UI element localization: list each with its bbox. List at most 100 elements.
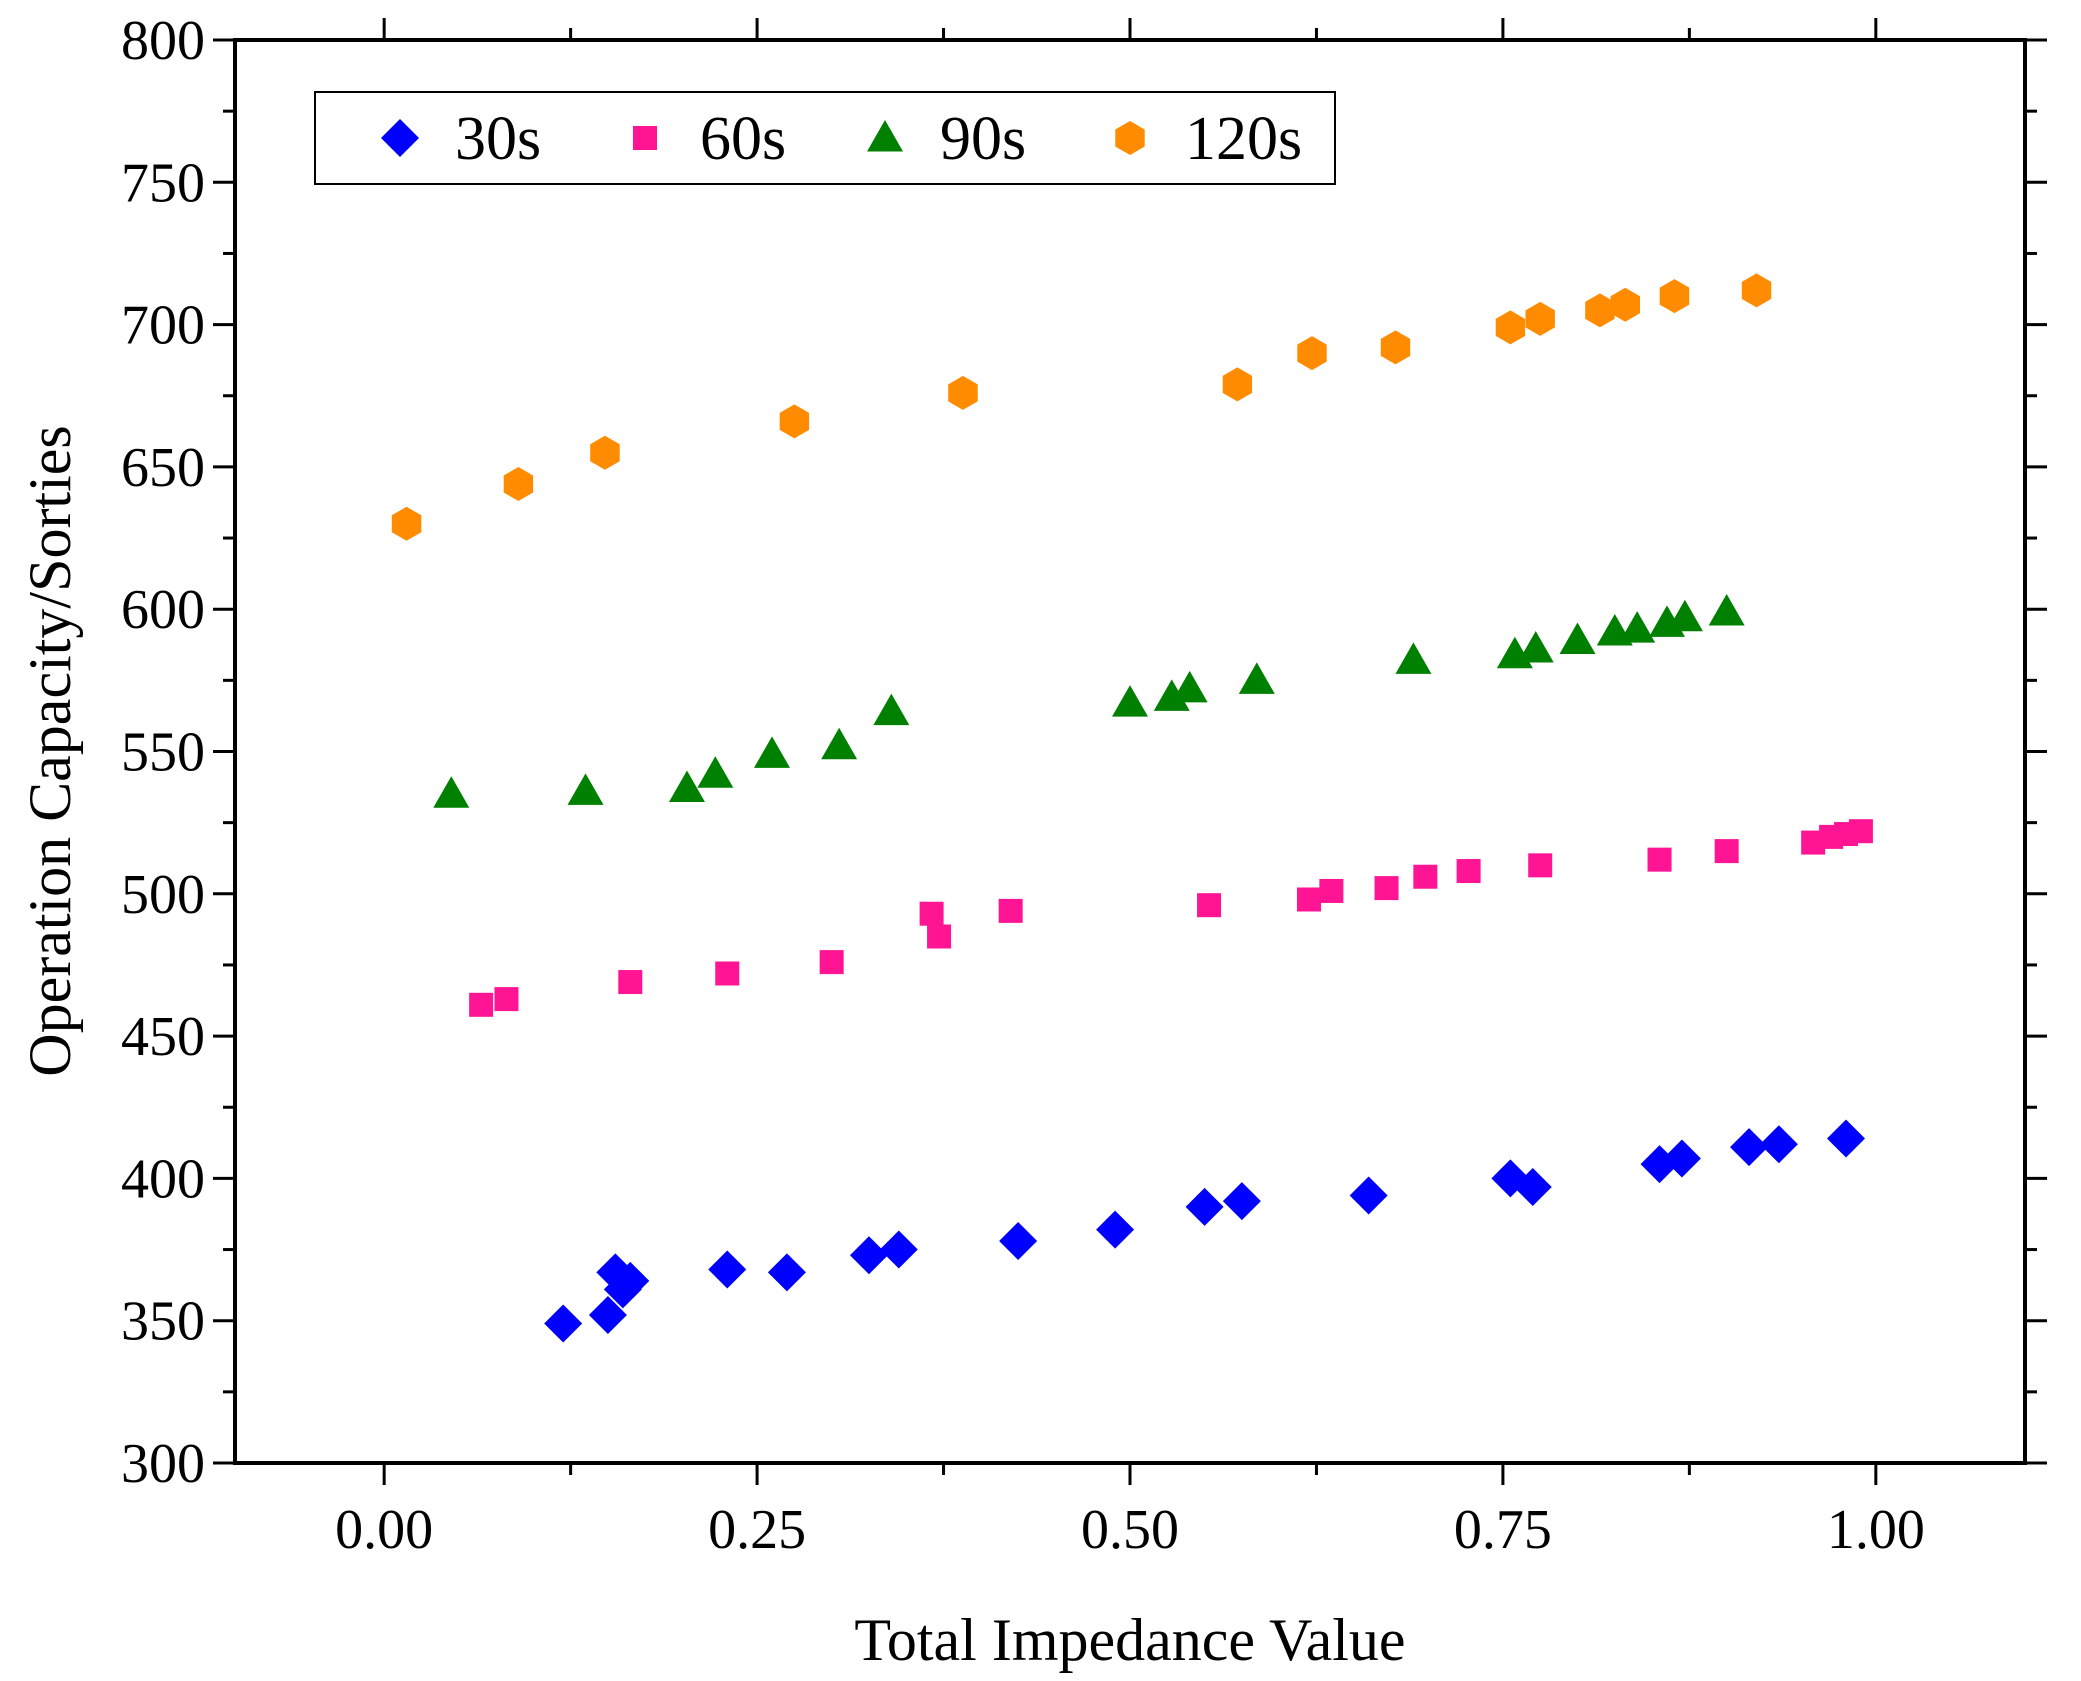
data-point-90s bbox=[1395, 642, 1432, 674]
legend-marker-60s bbox=[633, 126, 657, 150]
data-point-60s bbox=[1374, 876, 1399, 901]
data-point-120s bbox=[1495, 310, 1526, 345]
x-tick-label: 0.00 bbox=[335, 1499, 433, 1561]
data-point-30s bbox=[767, 1253, 806, 1292]
x-tick-label: 0.25 bbox=[708, 1499, 806, 1561]
data-point-120s bbox=[503, 467, 534, 501]
y-axis-title: Operation Capacity/Sorties bbox=[17, 425, 83, 1077]
y-tick-label: 350 bbox=[121, 1291, 205, 1353]
data-point-30s bbox=[879, 1230, 918, 1269]
legend-marker-30s bbox=[381, 119, 419, 157]
legend-marker-120s bbox=[1115, 121, 1145, 155]
data-point-90s bbox=[1238, 662, 1275, 694]
y-tick-label: 750 bbox=[121, 152, 205, 214]
data-point-120s bbox=[1610, 287, 1640, 322]
data-point-30s bbox=[611, 1261, 650, 1300]
data-point-90s bbox=[1619, 611, 1656, 643]
y-tick-label: 700 bbox=[121, 295, 205, 357]
x-tick-label: 0.75 bbox=[1454, 1499, 1552, 1561]
data-point-60s bbox=[919, 901, 944, 926]
series-60s bbox=[469, 819, 1873, 1017]
x-tick-label: 1.00 bbox=[1827, 1499, 1925, 1561]
data-point-30s bbox=[849, 1236, 888, 1275]
data-point-120s bbox=[590, 435, 620, 470]
data-point-120s bbox=[1525, 301, 1555, 336]
y-tick-label: 650 bbox=[121, 437, 205, 499]
data-point-120s bbox=[1380, 330, 1411, 365]
legend-label-90s: 90s bbox=[940, 105, 1026, 173]
x-axis-title: Total Impedance Value bbox=[854, 1607, 1405, 1673]
data-point-90s bbox=[1171, 670, 1208, 703]
data-points bbox=[391, 273, 1873, 1343]
series-30s bbox=[544, 1119, 1865, 1343]
legend-label-120s: 120s bbox=[1185, 105, 1302, 173]
data-point-120s bbox=[948, 375, 978, 410]
y-tick-label: 500 bbox=[121, 864, 205, 926]
data-point-60s bbox=[1456, 859, 1481, 884]
data-point-60s bbox=[927, 924, 952, 949]
data-point-30s bbox=[1185, 1187, 1224, 1226]
data-point-60s bbox=[1197, 893, 1222, 918]
legend-label-60s: 60s bbox=[700, 105, 786, 173]
data-point-30s bbox=[544, 1304, 583, 1343]
data-point-30s bbox=[1827, 1119, 1865, 1158]
data-point-120s bbox=[779, 404, 810, 439]
data-point-90s bbox=[1559, 622, 1596, 655]
data-point-120s bbox=[1222, 367, 1253, 402]
data-point-60s bbox=[1647, 847, 1672, 872]
data-point-120s bbox=[391, 506, 422, 541]
y-tick-label: 450 bbox=[121, 1006, 205, 1068]
data-point-90s bbox=[1517, 631, 1554, 663]
data-point-60s bbox=[819, 950, 844, 975]
x-tick-label: 0.50 bbox=[1081, 1499, 1179, 1561]
y-tick-label: 550 bbox=[121, 722, 205, 784]
data-point-60s bbox=[1528, 853, 1553, 878]
data-point-60s bbox=[1297, 887, 1321, 912]
data-point-60s bbox=[998, 898, 1023, 923]
data-point-30s bbox=[1096, 1210, 1135, 1249]
data-point-90s bbox=[1708, 594, 1745, 626]
data-point-120s bbox=[1741, 273, 1772, 308]
data-point-30s bbox=[1222, 1182, 1261, 1221]
data-point-30s bbox=[1349, 1176, 1388, 1215]
data-point-90s bbox=[1666, 599, 1703, 632]
data-point-90s bbox=[697, 756, 734, 788]
data-point-60s bbox=[1848, 819, 1873, 844]
legend-marker-90s bbox=[867, 120, 903, 152]
data-point-30s bbox=[588, 1296, 627, 1335]
data-point-30s bbox=[1759, 1125, 1798, 1164]
data-point-30s bbox=[1730, 1128, 1769, 1167]
data-point-30s bbox=[1662, 1139, 1701, 1178]
data-point-90s bbox=[567, 773, 604, 805]
y-tick-label: 600 bbox=[121, 579, 205, 641]
series-90s bbox=[433, 594, 1745, 808]
data-point-60s bbox=[1714, 839, 1739, 864]
data-point-60s bbox=[618, 970, 643, 995]
data-point-60s bbox=[494, 987, 519, 1012]
data-point-90s bbox=[433, 776, 470, 808]
data-point-90s bbox=[754, 736, 790, 768]
data-point-60s bbox=[715, 961, 740, 986]
legend: 30s 60s 90s 120s bbox=[314, 91, 1336, 185]
y-tick-label: 300 bbox=[121, 1433, 205, 1495]
data-point-90s bbox=[821, 727, 858, 760]
data-point-30s bbox=[999, 1222, 1038, 1261]
data-point-90s bbox=[668, 770, 705, 802]
data-point-90s bbox=[1112, 685, 1148, 717]
legend-box bbox=[314, 91, 1336, 185]
data-point-60s bbox=[469, 992, 494, 1017]
data-point-30s bbox=[708, 1250, 747, 1289]
data-point-60s bbox=[1413, 864, 1438, 889]
legend-label-30s: 30s bbox=[455, 105, 541, 173]
y-axis: 300 350 400 450 500 550 600 650 700 750 800 bbox=[121, 10, 2047, 1495]
series-120s bbox=[391, 273, 1772, 541]
data-point-120s bbox=[1585, 293, 1615, 328]
data-point-90s bbox=[873, 693, 910, 726]
data-point-90s bbox=[1153, 679, 1190, 711]
y-tick-label: 400 bbox=[121, 1148, 205, 1210]
data-point-30s bbox=[1513, 1167, 1552, 1206]
data-point-60s bbox=[1319, 878, 1344, 903]
data-point-120s bbox=[1297, 336, 1327, 371]
